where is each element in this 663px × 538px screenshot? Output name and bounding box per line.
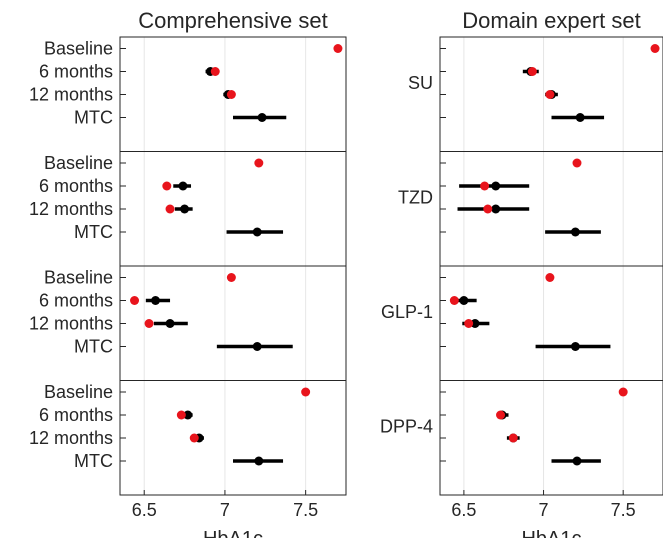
group-label: DPP-4 bbox=[380, 417, 433, 437]
row-label: 6 months bbox=[39, 62, 113, 82]
panel-title: Comprehensive set bbox=[138, 8, 328, 33]
group-frame bbox=[439, 380, 663, 496]
observed-point bbox=[618, 387, 628, 397]
predicted-point bbox=[165, 319, 175, 328]
predicted-point bbox=[570, 342, 580, 351]
observed-point bbox=[254, 158, 264, 168]
x-tick-label: 7.5 bbox=[611, 500, 636, 520]
group-1: Baseline 6 months 12 months MTC bbox=[29, 151, 347, 267]
observed-point bbox=[508, 433, 518, 443]
predicted-point bbox=[572, 456, 582, 466]
observed-point bbox=[464, 319, 474, 328]
predicted-point bbox=[491, 204, 501, 214]
observed-point bbox=[162, 181, 172, 191]
observed-point bbox=[545, 90, 555, 99]
group-3: Baseline 6 months 12 months MTC bbox=[29, 380, 347, 496]
observed-point bbox=[545, 273, 555, 282]
group-label: TZD bbox=[398, 188, 433, 208]
row-label: 12 months bbox=[29, 85, 113, 105]
x-axis-label: HbA1c bbox=[203, 528, 263, 538]
row-label: Baseline bbox=[44, 382, 113, 402]
x-tick-label: 6.5 bbox=[451, 500, 476, 520]
predicted-point bbox=[252, 227, 262, 237]
predicted-point bbox=[570, 227, 580, 237]
row-label: Baseline bbox=[44, 268, 113, 288]
row-label: 12 months bbox=[29, 314, 113, 334]
row-label: 6 months bbox=[39, 176, 113, 196]
group-0: Baseline 6 months 12 months MTC bbox=[29, 36, 347, 152]
x-tick-label: 7 bbox=[539, 500, 549, 520]
observed-point bbox=[130, 296, 140, 305]
group-frame bbox=[119, 151, 347, 267]
observed-point bbox=[226, 273, 236, 282]
observed-point bbox=[301, 387, 311, 397]
group-frame bbox=[119, 380, 347, 496]
observed-point bbox=[189, 433, 199, 443]
panel-title: Domain expert set bbox=[462, 8, 641, 33]
panel-comprehensive: Comprehensive set Baseline 6 months 12 mont… bbox=[29, 8, 347, 538]
observed-point bbox=[226, 90, 236, 99]
group-2: Baseline 6 months 12 months MTC bbox=[29, 265, 347, 381]
x-tick-label: 7 bbox=[220, 500, 230, 520]
observed-point bbox=[144, 319, 154, 328]
row-label: MTC bbox=[74, 222, 113, 242]
x-axis-label: HbA1c bbox=[521, 528, 581, 538]
row-label: Baseline bbox=[44, 153, 113, 173]
observed-point bbox=[333, 44, 343, 53]
group-label: SU bbox=[408, 73, 433, 93]
observed-point bbox=[572, 158, 582, 168]
row-label: 6 months bbox=[39, 405, 113, 425]
predicted-point bbox=[151, 296, 161, 305]
predicted-point bbox=[183, 410, 193, 420]
row-label: MTC bbox=[74, 337, 113, 357]
group-label: GLP-1 bbox=[381, 302, 433, 322]
group-2: GLP-1 bbox=[381, 265, 663, 381]
group-0: SU bbox=[408, 36, 663, 152]
predicted-point bbox=[459, 296, 469, 305]
group-1: TZD bbox=[398, 151, 663, 267]
predicted-point bbox=[491, 181, 501, 191]
observed-point bbox=[449, 296, 459, 305]
row-label: MTC bbox=[74, 451, 113, 471]
row-label: Baseline bbox=[44, 39, 113, 59]
row-label: 12 months bbox=[29, 428, 113, 448]
observed-point bbox=[165, 204, 175, 214]
predicted-point bbox=[470, 319, 480, 328]
predicted-point bbox=[575, 113, 585, 122]
row-label: 12 months bbox=[29, 199, 113, 219]
observed-point bbox=[483, 204, 493, 214]
predicted-point bbox=[178, 181, 188, 191]
observed-point bbox=[650, 44, 660, 53]
x-tick-label: 7.5 bbox=[293, 500, 318, 520]
observed-point bbox=[176, 410, 186, 420]
predicted-point bbox=[254, 456, 264, 466]
observed-point bbox=[527, 67, 537, 76]
row-label: 6 months bbox=[39, 291, 113, 311]
observed-point bbox=[480, 181, 490, 191]
predicted-point bbox=[257, 113, 267, 122]
panel-domain-expert: Domain expert set SU TZD GLP-1 DPP-4 6.5 7 7.5 H… bbox=[380, 8, 663, 538]
row-label: MTC bbox=[74, 108, 113, 128]
predicted-point bbox=[180, 204, 190, 214]
group-3: DPP-4 bbox=[380, 380, 663, 496]
predicted-point bbox=[252, 342, 262, 351]
observed-point bbox=[210, 67, 220, 76]
observed-point bbox=[496, 410, 506, 420]
x-tick-label: 6.5 bbox=[132, 500, 157, 520]
